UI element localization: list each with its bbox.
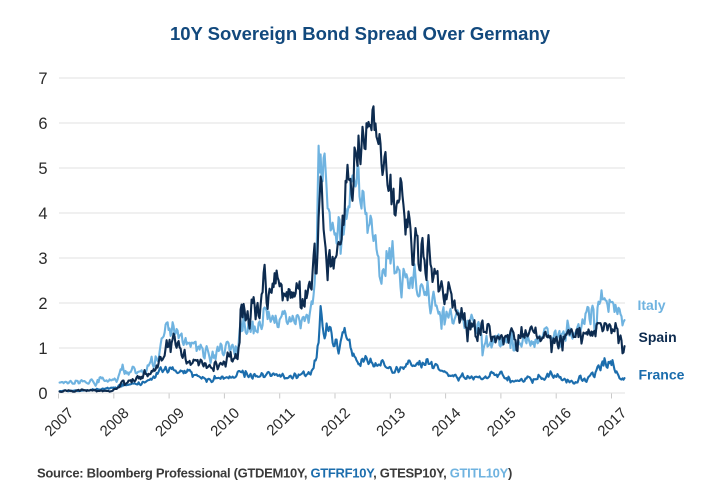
svg-text:7: 7 [38,70,47,88]
svg-text:0: 0 [38,385,47,403]
svg-text:10Y Sovereign Bond Spread Over: 10Y Sovereign Bond Spread Over Germany [170,23,551,44]
svg-text:Spain: Spain [639,329,677,345]
svg-text:6: 6 [38,115,47,133]
svg-text:France: France [639,366,685,382]
svg-text:Source: Bloomberg Professional: Source: Bloomberg Professional (GTDEM10Y… [37,466,512,481]
svg-text:2: 2 [38,295,47,313]
svg-text:1: 1 [38,340,47,358]
svg-text:3: 3 [38,250,47,268]
svg-text:Italy: Italy [638,297,666,313]
svg-text:4: 4 [38,205,47,223]
svg-text:5: 5 [38,160,47,178]
